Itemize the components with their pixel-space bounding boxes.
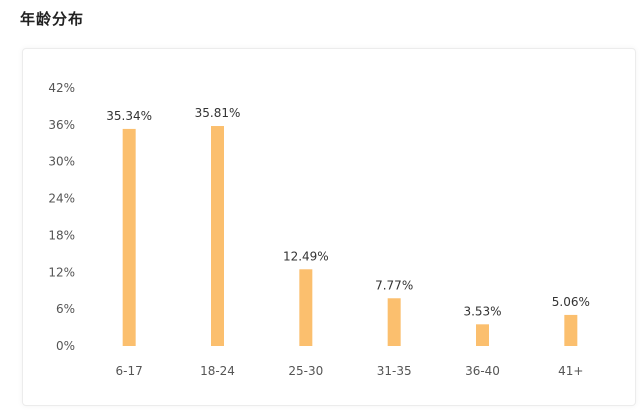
x-category-label: 41+ xyxy=(558,364,583,378)
bar-25-30[interactable] xyxy=(299,269,313,346)
bar-31-35[interactable] xyxy=(387,298,401,346)
y-tick-label: 12% xyxy=(48,265,75,279)
x-category-label: 31-35 xyxy=(377,364,412,378)
y-tick-label: 24% xyxy=(48,192,75,206)
bar-6-17[interactable] xyxy=(122,128,136,346)
data-label: 35.81% xyxy=(195,106,241,120)
x-category-label: 18-24 xyxy=(200,364,235,378)
x-category-label: 25-30 xyxy=(288,364,323,378)
data-label: 7.77% xyxy=(375,278,413,292)
bar-18-24[interactable] xyxy=(211,126,224,346)
data-label: 3.53% xyxy=(463,304,501,318)
y-tick-label: 6% xyxy=(56,302,75,316)
y-tick-label: 30% xyxy=(48,155,75,169)
x-category-label: 6-17 xyxy=(116,364,143,378)
y-tick-label: 0% xyxy=(56,339,75,353)
y-tick-label: 42% xyxy=(48,81,75,95)
y-tick-label: 36% xyxy=(48,118,75,132)
y-tick-label: 18% xyxy=(48,228,75,242)
data-label: 5.06% xyxy=(552,295,590,309)
page-title: 年龄分布 xyxy=(20,10,85,28)
data-label: 35.34% xyxy=(106,109,152,123)
bar-41+[interactable] xyxy=(564,314,578,346)
data-label: 12.49% xyxy=(283,249,329,263)
x-category-label: 36-40 xyxy=(465,364,500,378)
bar-36-40[interactable] xyxy=(476,324,489,346)
